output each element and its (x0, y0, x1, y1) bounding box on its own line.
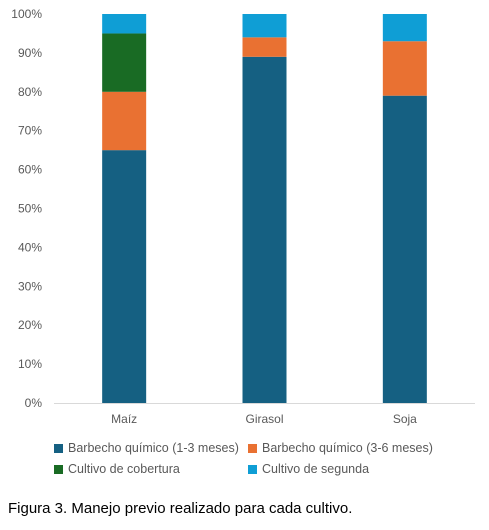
legend-item-barbecho-1-3: Barbecho químico (1-3 meses) (54, 441, 239, 455)
y-tick-label: 10% (18, 357, 42, 371)
legend-swatch (248, 443, 257, 453)
chart-legend: Barbecho químico (1-3 meses) Barbecho qu… (0, 433, 489, 483)
legend-label: Barbecho químico (1-3 meses) (68, 441, 239, 455)
y-tick-label: 90% (18, 46, 42, 60)
bar-segment-1-3 (242, 14, 287, 38)
bar-segment-0-1 (102, 91, 147, 151)
y-tick-label: 40% (18, 240, 42, 254)
x-tick-label: Soja (393, 412, 417, 426)
y-tick-label: 70% (18, 124, 42, 138)
y-tick-label: 80% (18, 85, 42, 99)
y-tick-label: 50% (18, 202, 42, 216)
figure-caption: Figura 3. Manejo previo realizado para c… (8, 500, 353, 517)
legend-label: Cultivo de segunda (262, 462, 370, 476)
legend-label: Barbecho químico (3-6 meses) (262, 441, 433, 455)
legend-swatch (54, 443, 63, 453)
bar-segment-2-1 (382, 41, 427, 96)
stacked-bar-chart: 0% 10% 20% 30% 40% 50% 60% 70% 80% 90% 100% Maíz Gir… (11, 7, 475, 426)
y-tick-label: 100% (11, 7, 42, 21)
bar-segment-2-3 (382, 14, 427, 42)
bar-segment-0-2 (102, 33, 147, 92)
legend-item-cultivo-cobertura: Cultivo de cobertura (54, 462, 180, 476)
legend-swatch (54, 464, 63, 474)
x-tick-label: Maíz (111, 412, 137, 426)
y-tick-label: 20% (18, 318, 42, 332)
bar-segment-0-3 (102, 14, 147, 34)
x-tick-label: Girasol (245, 412, 283, 426)
y-tick-label: 30% (18, 279, 42, 293)
legend-item-barbecho-3-6: Barbecho químico (3-6 meses) (248, 441, 433, 455)
y-tick-label: 0% (25, 396, 43, 410)
bar-segment-0-0 (102, 150, 147, 403)
legend-swatch (248, 464, 257, 474)
legend-item-cultivo-segunda: Cultivo de segunda (248, 462, 369, 476)
bar-segment-2-0 (382, 95, 427, 403)
y-tick-label: 60% (18, 163, 42, 177)
bar-segment-1-0 (242, 56, 287, 403)
legend-label: Cultivo de cobertura (68, 462, 180, 476)
bar-segment-1-1 (242, 37, 287, 57)
